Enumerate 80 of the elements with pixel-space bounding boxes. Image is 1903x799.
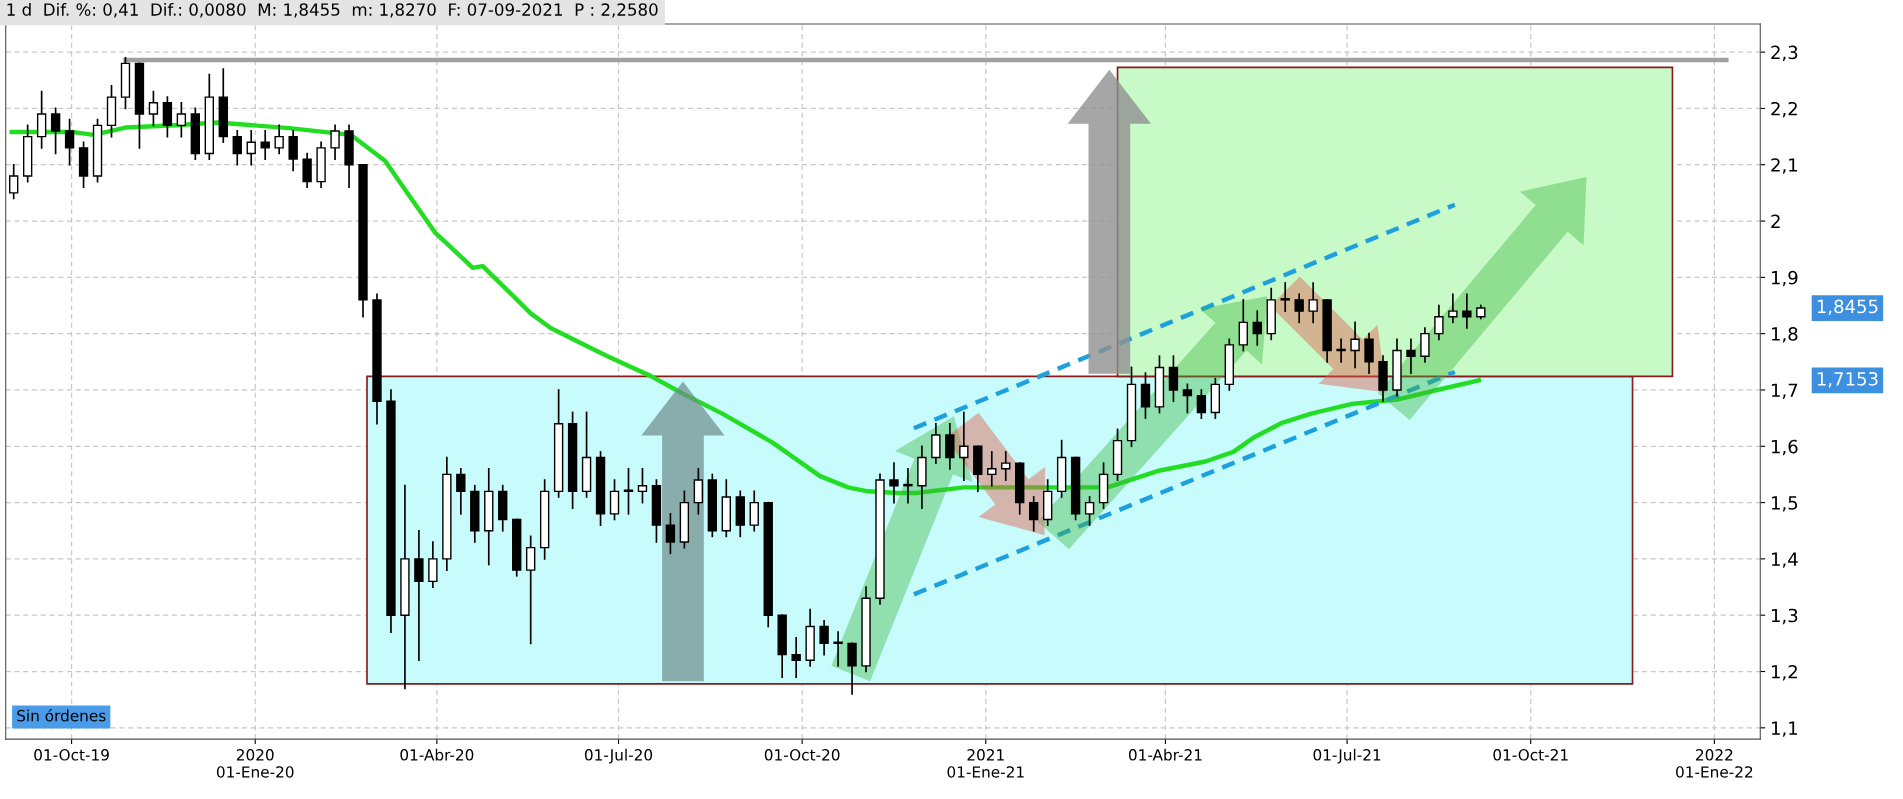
candlestick bbox=[232, 130, 242, 166]
candlestick bbox=[1252, 310, 1262, 346]
candlestick bbox=[64, 118, 75, 166]
candlestick bbox=[819, 619, 829, 656]
candlestick bbox=[749, 490, 759, 532]
candlestick bbox=[1196, 389, 1207, 419]
candlestick bbox=[162, 96, 173, 138]
y-tick-label: 2,1 bbox=[1771, 158, 1798, 174]
x-tick-label: 01-Jul-21 bbox=[1313, 748, 1381, 764]
candlestick bbox=[637, 467, 648, 504]
candlestick bbox=[9, 163, 19, 200]
candlestick bbox=[609, 479, 620, 521]
y-tick-label: 1,9 bbox=[1771, 270, 1798, 287]
candlestick bbox=[260, 130, 270, 160]
y-tick-label: 2,3 bbox=[1771, 45, 1798, 62]
candlestick bbox=[1308, 282, 1318, 324]
x-tick-label: 01-Abr-21 bbox=[1128, 748, 1202, 761]
candlestick bbox=[246, 130, 256, 166]
candlestick bbox=[1168, 355, 1179, 403]
y-tick-label: 1,7 bbox=[1771, 383, 1798, 399]
candlestick bbox=[931, 422, 941, 465]
candlestick bbox=[889, 462, 899, 504]
candlestick bbox=[1448, 293, 1458, 324]
y-tick-label: 1,2 bbox=[1771, 664, 1797, 681]
candlestick bbox=[1294, 293, 1304, 324]
candlestick bbox=[1280, 282, 1290, 312]
candlestick bbox=[148, 90, 159, 127]
text: 1,8455 bbox=[1817, 299, 1878, 316]
x-tick-label: 01-Oct-21 bbox=[1493, 749, 1568, 761]
y-tick-label: 2 bbox=[1771, 214, 1780, 228]
y-tick-label: 1,3 bbox=[1771, 608, 1798, 625]
candlestick bbox=[274, 124, 284, 155]
x-tick-label: 2022 01-Ene-22 bbox=[1676, 749, 1753, 778]
x-tick-label: 2020 01-Ene-20 bbox=[216, 749, 294, 778]
candlestick bbox=[945, 422, 955, 470]
candlestick bbox=[847, 642, 857, 695]
candlestick bbox=[1029, 496, 1039, 532]
candlestick bbox=[456, 467, 466, 515]
candlestick bbox=[288, 130, 298, 172]
y-tick-label: 2,2 bbox=[1771, 101, 1797, 118]
y-tick-label: 1,1 bbox=[1771, 721, 1798, 737]
text: 1,7153 bbox=[1817, 371, 1878, 388]
x-tick-label: 01-Abr-20 bbox=[400, 748, 474, 761]
candlestick bbox=[428, 541, 438, 588]
annotation: Sin órdenes bbox=[17, 708, 106, 722]
candlestick bbox=[176, 101, 187, 138]
x-tick-label: 01-Oct-20 bbox=[764, 749, 840, 761]
candlestick bbox=[1420, 327, 1430, 363]
candlestick bbox=[414, 529, 424, 662]
candlestick bbox=[1140, 372, 1151, 419]
x-tick-label: 2021 01-Ene-21 bbox=[947, 749, 1024, 778]
candlestick bbox=[1238, 299, 1248, 352]
y-tick-label: 1,6 bbox=[1771, 439, 1798, 456]
y-tick-label: 1,8 bbox=[1771, 327, 1798, 343]
y-tick-label: 1,4 bbox=[1771, 552, 1798, 568]
candlestick bbox=[1364, 332, 1374, 374]
candlestick bbox=[1462, 293, 1472, 329]
chart-title: 1 d Dif. %: 0,41 Dif.: 0,0080 M: 1,8455 m: 1,8270 F: 07-09-2021 P : 2,2580 bbox=[7, 2, 658, 18]
candlestick bbox=[1350, 321, 1360, 369]
candlestick bbox=[833, 631, 843, 667]
candlestick bbox=[50, 107, 61, 155]
candlestick bbox=[1001, 451, 1011, 481]
candlestick bbox=[525, 535, 536, 645]
candlestick bbox=[1336, 338, 1346, 363]
x-tick-label: 01-Jul-20 bbox=[584, 748, 653, 764]
y-tick-label: 1,5 bbox=[1771, 496, 1798, 512]
candlestick bbox=[330, 124, 340, 160]
candlestick bbox=[1434, 304, 1444, 341]
candlestick bbox=[903, 467, 913, 504]
candlestick bbox=[959, 411, 969, 481]
candlestick bbox=[1084, 496, 1095, 526]
candlestick bbox=[1406, 338, 1416, 374]
candlestick bbox=[665, 513, 676, 555]
candlestick bbox=[987, 451, 997, 487]
candlestick bbox=[1182, 383, 1193, 414]
x-tick-label: 01-Oct-19 bbox=[34, 749, 109, 761]
candlestick bbox=[791, 636, 801, 678]
candlestick bbox=[36, 90, 47, 149]
candlestick bbox=[302, 152, 312, 189]
candlestick bbox=[693, 467, 704, 515]
